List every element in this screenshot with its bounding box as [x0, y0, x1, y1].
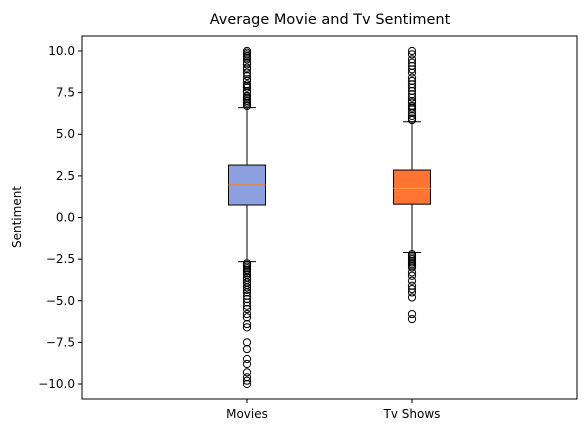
axes: −10.0 −7.5 −5.0 −2.5 0.0 2.5 5.0 7.5 10.0 Movies T…: [38, 35, 578, 421]
outlier-point: [407, 90, 417, 99]
outlier-point: [242, 359, 252, 369]
outlier-point: [407, 271, 417, 280]
outlier-point: [242, 354, 252, 364]
x-tick-label: Tv Shows: [383, 407, 441, 421]
y-axis-label: Sentiment: [10, 186, 24, 248]
outlier-point: [407, 114, 417, 123]
outlier-point: [407, 55, 417, 64]
outlier-point: [242, 91, 252, 101]
outlier-point: [242, 368, 252, 377]
outlier-point: [242, 344, 252, 354]
outlier-point: [407, 50, 417, 59]
y-tick-label: 2.5: [56, 169, 75, 183]
y-tick-label: 5.0: [56, 127, 75, 141]
outlier-point: [407, 281, 417, 290]
outlier-point: [242, 294, 252, 304]
outlier-point: [242, 71, 252, 81]
outlier-point: [242, 373, 252, 382]
box-group-1: [228, 46, 266, 389]
y-tick-label: −7.5: [46, 335, 75, 349]
outlier-point: [242, 46, 252, 56]
y-tick-label: −5.0: [46, 294, 75, 308]
outlier-point: [242, 63, 252, 72]
outlier-point: [242, 68, 252, 77]
outlier-point: [407, 61, 417, 71]
outlier-point: [407, 96, 417, 106]
outlier-point: [242, 304, 252, 314]
y-tick-label: 7.5: [56, 86, 75, 100]
outlier-point: [407, 276, 417, 285]
plot-frame: [81, 35, 578, 400]
outlier-point: [242, 319, 252, 329]
outlier-point: [242, 86, 252, 96]
plot-area: [228, 46, 431, 389]
outlier-point: [242, 288, 252, 297]
outlier-point: [407, 80, 417, 89]
outlier-point: [242, 80, 252, 89]
outlier-point: [407, 108, 417, 117]
box: [393, 169, 431, 205]
outlier-point: [407, 83, 417, 92]
outlier-point: [242, 301, 252, 310]
outlier-point: [242, 285, 252, 295]
outlier-point: [407, 293, 417, 302]
outlier-point: [242, 376, 252, 385]
box-group-2: [393, 46, 431, 324]
outlier-point: [242, 313, 252, 322]
outlier-point: [407, 86, 417, 96]
chart-title: Average Movie and Tv Sentiment: [210, 12, 451, 28]
y-tick-label: 0.0: [56, 211, 75, 225]
outlier-point: [407, 58, 417, 67]
outlier-point: [242, 309, 252, 319]
outlier-point: [407, 263, 417, 272]
outlier-point: [407, 46, 417, 56]
outlier-point: [242, 283, 252, 292]
outlier-point: [407, 73, 417, 82]
outlier-point: [407, 93, 417, 102]
y-tick-label: −10.0: [38, 377, 75, 391]
outlier-point: [242, 338, 252, 347]
outlier-point: [407, 101, 417, 111]
outlier-point: [242, 291, 252, 300]
outlier-point: [242, 58, 252, 67]
y-tick-label: 10.0: [48, 44, 75, 58]
outlier-point: [242, 323, 252, 332]
outlier-point: [407, 314, 417, 324]
outlier-point: [407, 268, 417, 277]
x-tick-label: Movies: [226, 407, 268, 421]
outlier-point: [242, 298, 252, 307]
outlier-point: [407, 111, 417, 121]
y-tick-label: −2.5: [46, 252, 75, 266]
outlier-point: [242, 379, 252, 389]
outlier-point: [242, 75, 252, 84]
outlier-point: [407, 68, 417, 77]
outlier-point: [407, 76, 417, 86]
outlier-point: [407, 309, 417, 319]
outlier-point: [407, 285, 417, 294]
outlier-point: [407, 288, 417, 297]
outlier-point: [407, 65, 417, 74]
